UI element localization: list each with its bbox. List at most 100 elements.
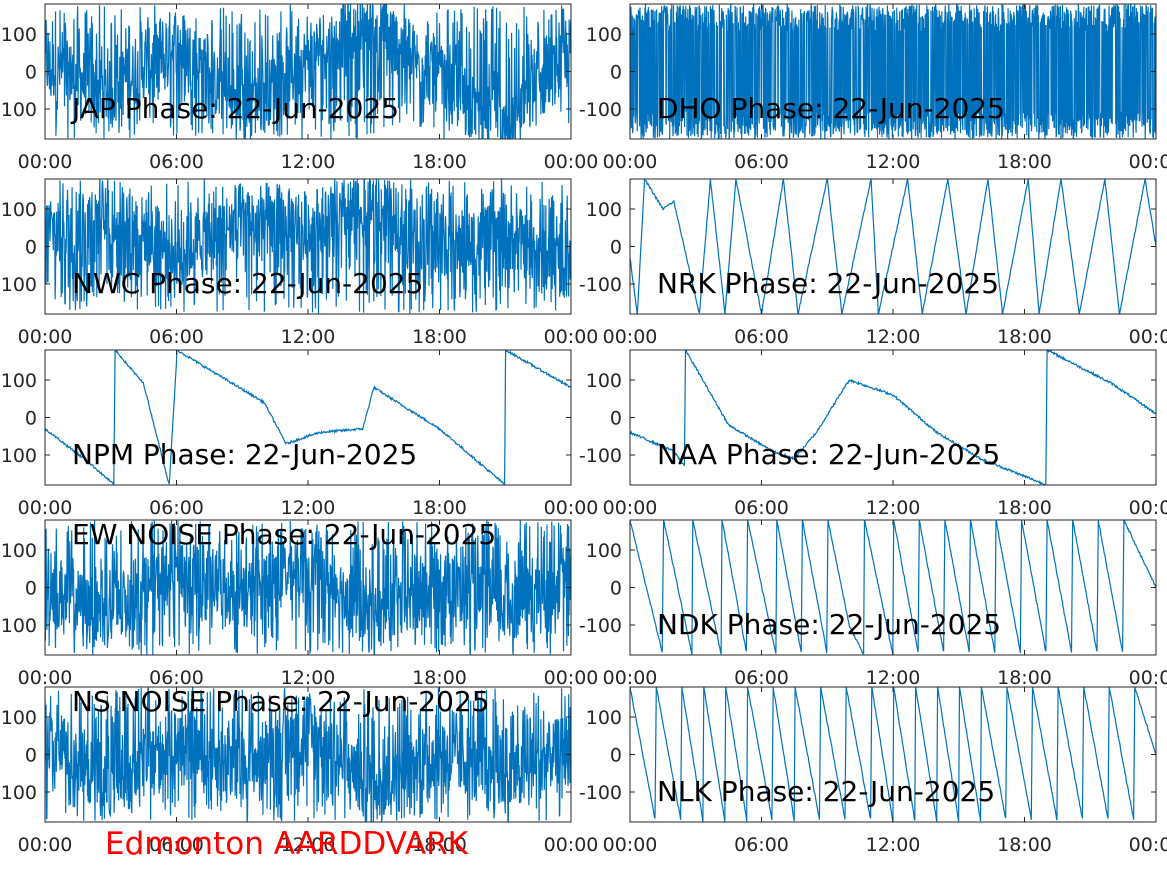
x-tick-label: 00:00 [18, 326, 73, 348]
x-tick-label: 00:00 [18, 151, 73, 173]
x-tick-label: 00:00 [544, 667, 599, 689]
y-tick-label: 0 [25, 745, 37, 767]
panel-4: 100 0 100 00:00 06:00 12:00 18:00 00:00 NPM Phas… [1, 349, 598, 519]
phase-line [630, 687, 1156, 822]
x-tick-label: 00:00 [1129, 667, 1167, 689]
panel-2: 100 0 100 00:00 06:00 12:00 18:00 00:00 NWC Phas… [1, 178, 599, 348]
x-tick-label: 12:00 [866, 151, 921, 173]
x-tick-label: 06:00 [734, 326, 789, 348]
x-tick-label: 06:00 [149, 151, 204, 173]
phase-line [630, 520, 1156, 655]
x-tick-label: 12:00 [866, 834, 921, 856]
y-tick-label: 100 [1, 24, 37, 46]
y-tick-label: 100 [1, 199, 37, 221]
x-tick-label: 18:00 [412, 151, 467, 173]
y-tick-label: 100 [1, 99, 37, 121]
y-tick-label: 100 [1, 615, 37, 637]
x-tick-label: 18:00 [412, 834, 467, 856]
panel-0: 100 0 100 00:00 06:00 12:00 18:00 00:00 JAP Phas… [1, 3, 599, 173]
y-tick-label: 0 [610, 578, 622, 600]
y-tick-label: 0 [25, 578, 37, 600]
x-tick-label: 12:00 [866, 497, 921, 519]
y-tick-label: 100 [1, 707, 37, 729]
phase-line [630, 4, 1156, 139]
phase-line [630, 179, 1156, 314]
x-tick-label: 18:00 [412, 326, 467, 348]
y-tick-label: 0 [610, 408, 622, 430]
x-tick-label: 00:00 [18, 667, 73, 689]
panel-title: NLK Phase: 22-Jun-2025 [657, 775, 995, 808]
x-tick-label: 00:00 [18, 497, 73, 519]
x-tick-label: 00:00 [544, 151, 599, 173]
y-tick-label: 100 [586, 199, 622, 221]
x-tick-label: 06:00 [734, 667, 789, 689]
panel-title: NWC Phase: 22-Jun-2025 [72, 267, 423, 300]
x-tick-label: 00:00 [1129, 497, 1167, 519]
x-tick-label: 18:00 [997, 151, 1052, 173]
phase-line [630, 350, 1156, 485]
x-tick-label: 18:00 [997, 497, 1052, 519]
panel-title: NRK Phase: 22-Jun-2025 [657, 267, 999, 300]
x-tick-label: 00:00 [603, 834, 658, 856]
y-tick-label: 100 [1, 445, 37, 467]
y-tick-label: 100 [1, 274, 37, 296]
y-tick-label: 100 [586, 707, 622, 729]
x-tick-label: 06:00 [149, 497, 204, 519]
y-tick-label: 100 [586, 370, 622, 392]
x-tick-label: 00:00 [1129, 326, 1167, 348]
x-tick-label: 12:00 [281, 834, 336, 856]
phase-line [45, 4, 571, 139]
x-tick-label: 06:00 [149, 326, 204, 348]
y-tick-label: 0 [25, 62, 37, 84]
x-tick-label: 18:00 [997, 326, 1052, 348]
x-tick-label: 06:00 [734, 497, 789, 519]
x-tick-label: 18:00 [997, 834, 1052, 856]
x-tick-label: 00:00 [1129, 151, 1167, 173]
y-tick-label: -100 [579, 274, 622, 296]
x-tick-label: 12:00 [281, 497, 336, 519]
x-tick-label: 12:00 [866, 667, 921, 689]
x-tick-label: 06:00 [734, 834, 789, 856]
x-tick-label: 00:00 [603, 151, 658, 173]
panel-8: 100 0 100 00:00 06:00 12:00 18:00 00:00 NS NOISE… [1, 685, 599, 856]
y-tick-label: 0 [25, 408, 37, 430]
x-tick-label: 12:00 [866, 326, 921, 348]
x-tick-label: 00:00 [603, 326, 658, 348]
panel-7: 100 0 -100 00:00 06:00 12:00 18:00 00:00 NDK Pha… [579, 519, 1167, 689]
x-tick-label: 06:00 [149, 834, 204, 856]
panel-title: DHO Phase: 22-Jun-2025 [657, 92, 1005, 125]
y-tick-label: 0 [610, 62, 622, 84]
panel-title: NDK Phase: 22-Jun-2025 [657, 608, 1001, 641]
panel-title: NPM Phase: 22-Jun-2025 [72, 438, 417, 471]
y-tick-label: -100 [579, 445, 622, 467]
panel-title: JAP Phase: 22-Jun-2025 [70, 92, 399, 125]
y-tick-label: 100 [586, 24, 622, 46]
panel-6: 100 0 100 00:00 06:00 12:00 18:00 00:00 EW NOISE… [1, 518, 599, 689]
y-tick-label: 100 [586, 540, 622, 562]
y-tick-label: 100 [1, 540, 37, 562]
x-tick-label: 00:00 [544, 326, 599, 348]
y-tick-label: -100 [579, 615, 622, 637]
y-tick-label: -100 [579, 99, 622, 121]
panel-1: 100 0 -100 00:00 06:00 12:00 18:00 00:00 DHO Pha… [579, 3, 1167, 173]
x-tick-label: 00:00 [603, 667, 658, 689]
panel-9: 100 0 -100 00:00 06:00 12:00 18:00 00:00 NLK Pha… [579, 686, 1167, 856]
panel-3: 100 0 -100 00:00 06:00 12:00 18:00 00:00 NRK Pha… [579, 178, 1167, 348]
x-tick-label: 18:00 [412, 667, 467, 689]
x-tick-label: 06:00 [734, 151, 789, 173]
y-tick-label: -100 [579, 782, 622, 804]
x-tick-label: 00:00 [544, 834, 599, 856]
x-tick-label: 12:00 [281, 667, 336, 689]
panel-title: NAA Phase: 22-Jun-2025 [657, 438, 1000, 471]
panel-title: NS NOISE Phase: 22-Jun-2025 [72, 685, 490, 718]
phase-line [45, 179, 571, 314]
y-tick-label: 100 [1, 782, 37, 804]
phase-line [45, 520, 571, 655]
x-tick-label: 12:00 [281, 151, 336, 173]
y-tick-label: 100 [1, 370, 37, 392]
x-tick-label: 00:00 [18, 834, 73, 856]
x-tick-label: 00:00 [603, 497, 658, 519]
x-tick-label: 18:00 [997, 667, 1052, 689]
x-tick-label: 18:00 [412, 497, 467, 519]
